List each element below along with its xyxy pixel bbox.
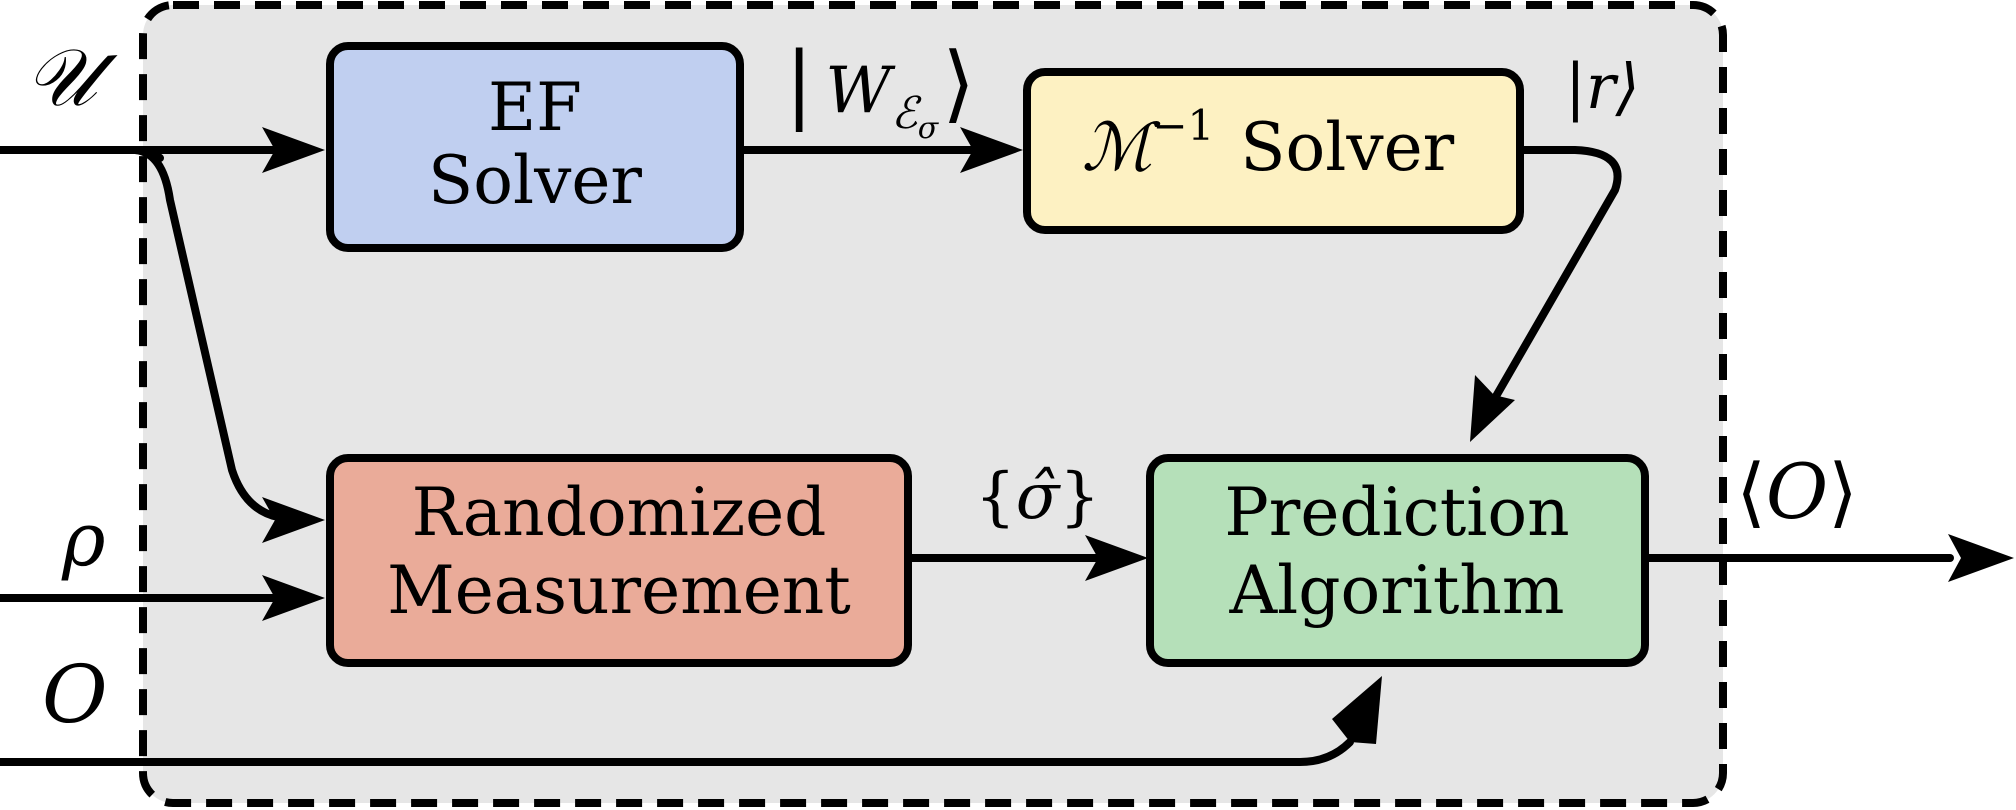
arrowhead-ef-solver: [262, 127, 325, 173]
ef-solver-box: [326, 42, 744, 252]
ef-solver-label-line2: Solver: [428, 142, 642, 219]
randomized-measurement-box: [326, 454, 912, 667]
arrowhead-m-solver: [960, 127, 1023, 173]
sigma-hat-set-label: {σ̂}: [975, 460, 1100, 534]
ef-solver-label-line1: EF: [488, 69, 582, 146]
arrowhead-prediction-observable: [1332, 676, 1382, 744]
arrowhead-randomized-top: [262, 497, 325, 543]
m-inverse-solver-label: ℳ−1 Solver: [1082, 101, 1455, 186]
m-inverse-solver-box: [1023, 68, 1524, 234]
prediction-algorithm-box: [1146, 454, 1649, 667]
arrowhead-output: [1948, 534, 2014, 582]
observable-input-label: O: [42, 648, 108, 741]
arrowhead-prediction-r: [1470, 375, 1515, 442]
output-expectation-label: ⟨O⟩: [1736, 447, 1858, 536]
unitary-to-randomized-wire: [131, 146, 282, 521]
arrowhead-prediction-sigma: [1085, 535, 1148, 581]
arrowhead-randomized-state: [262, 575, 325, 621]
w-epsilon-sigma-label: | Wℰσ⟩: [785, 34, 975, 146]
randomized-measurement-label-line1: Randomized: [412, 474, 827, 551]
prediction-algorithm-label-line1: Prediction: [1224, 474, 1569, 551]
randomized-measurement-label-line2: Measurement: [387, 552, 851, 629]
state-input-label: ρ: [61, 497, 106, 583]
msolver-to-prediction-wire: [1491, 146, 1622, 402]
observable-to-prediction-wire: [0, 738, 1354, 766]
unitary-input-label: 𝒰: [25, 31, 118, 124]
r-ket-label: |r⟩: [1565, 50, 1640, 123]
prediction-algorithm-label-line2: Algorithm: [1228, 552, 1564, 629]
